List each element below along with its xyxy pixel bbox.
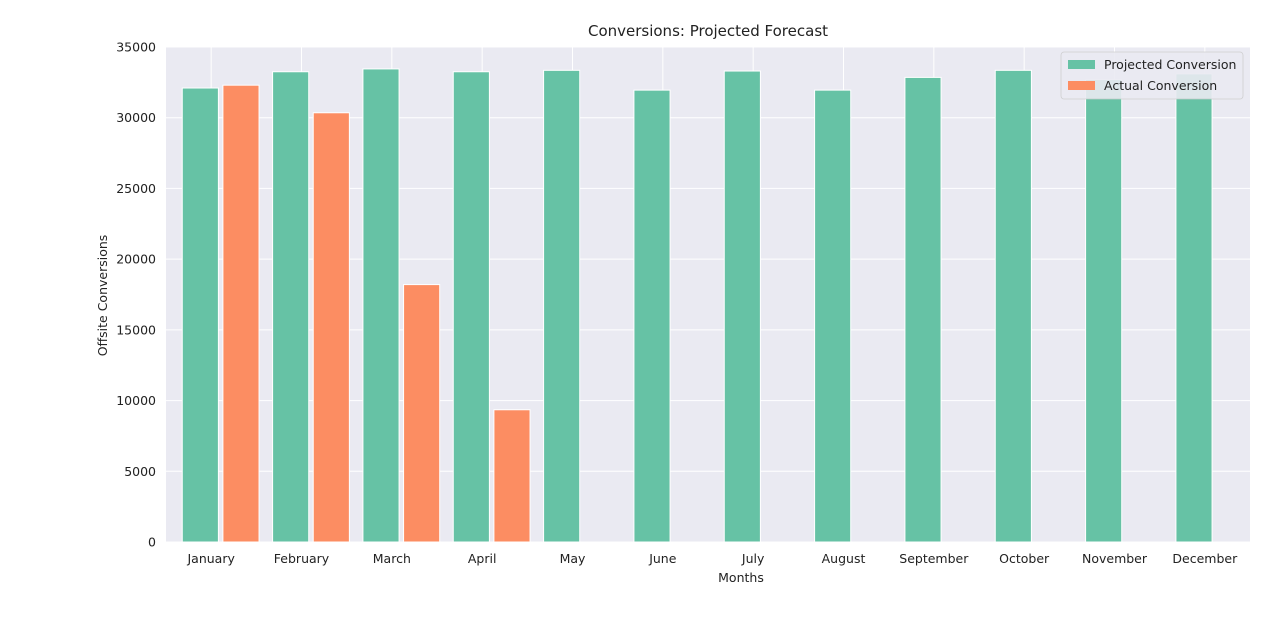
- y-axis-label: Offsite Conversions: [95, 235, 110, 357]
- y-tick-label: 5000: [124, 464, 156, 479]
- bar-actual-conversion: [403, 284, 441, 543]
- chart-title: Conversions: Projected Forecast: [588, 22, 828, 40]
- bar-projected-conversion: [723, 70, 761, 543]
- x-tick-labels: January February March April May June July Augu…: [186, 551, 1238, 566]
- x-tick-label: December: [1172, 551, 1238, 566]
- x-tick-label: January: [186, 551, 235, 566]
- y-tick-labels: 0 5000 10000 15000 20000 25000 30000 35000: [116, 40, 156, 550]
- legend-label: Projected Conversion: [1104, 57, 1236, 72]
- legend-label: Actual Conversion: [1104, 78, 1217, 93]
- x-tick-label: April: [468, 551, 497, 566]
- y-tick-label: 15000: [116, 322, 156, 337]
- x-tick-label: June: [648, 551, 677, 566]
- y-tick-label: 25000: [116, 181, 156, 196]
- y-tick-label: 0: [148, 535, 156, 550]
- y-tick-label: 35000: [116, 40, 156, 55]
- legend-swatch: [1068, 60, 1095, 69]
- y-tick-label: 30000: [116, 110, 156, 125]
- bar-projected-conversion: [362, 68, 400, 543]
- bar-projected-conversion: [543, 69, 581, 543]
- legend-frame: [1060, 51, 1244, 100]
- legend-swatch: [1068, 81, 1095, 90]
- x-tick-label: August: [822, 551, 866, 566]
- bar-projected-conversion: [181, 87, 219, 543]
- x-tick-label: March: [373, 551, 411, 566]
- bars: [181, 68, 1213, 543]
- y-tick-label: 20000: [116, 252, 156, 267]
- bar-projected-conversion: [1085, 79, 1123, 543]
- x-tick-label: February: [274, 551, 330, 566]
- legend: Projected Conversion Actual Conversion: [1060, 51, 1244, 100]
- y-tick-label: 10000: [116, 393, 156, 408]
- x-tick-label: July: [741, 551, 765, 566]
- bar-actual-conversion: [493, 409, 531, 543]
- bar-projected-conversion: [994, 69, 1032, 543]
- x-tick-label: May: [560, 551, 586, 566]
- bar-projected-conversion: [272, 71, 310, 543]
- bar-projected-conversion: [814, 89, 852, 543]
- bar-projected-conversion: [452, 71, 490, 543]
- bar-projected-conversion: [633, 89, 671, 543]
- bar-projected-conversion: [1175, 73, 1213, 543]
- x-axis-label: Months: [718, 570, 764, 585]
- x-tick-label: September: [899, 551, 969, 566]
- bar-actual-conversion: [312, 112, 350, 543]
- bar-projected-conversion: [904, 76, 942, 543]
- bar-actual-conversion: [222, 84, 260, 543]
- x-tick-label: October: [999, 551, 1050, 566]
- x-tick-label: November: [1082, 551, 1148, 566]
